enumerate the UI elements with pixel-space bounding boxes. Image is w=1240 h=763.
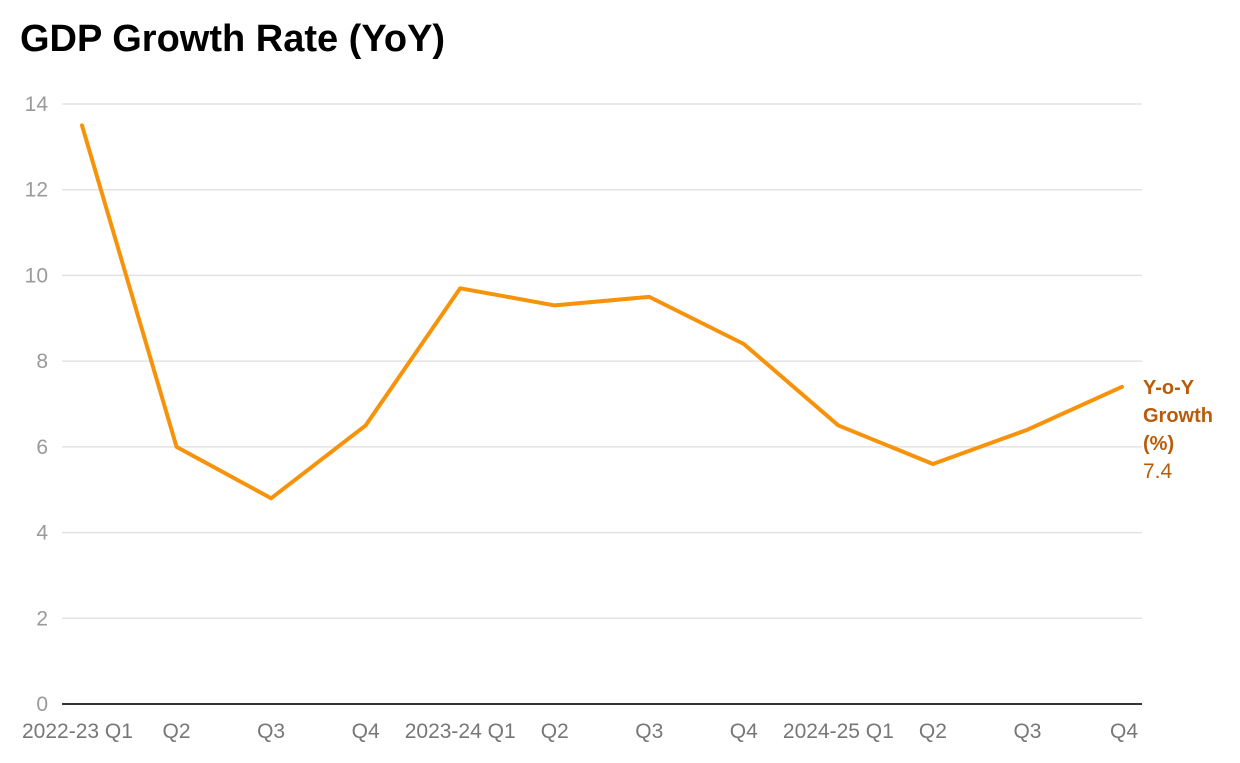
y-tick-label: 2 — [36, 607, 48, 630]
series-end-value: 7.4 — [1143, 460, 1173, 483]
series-name-label: Y-o-Y Growth (%) — [1143, 377, 1213, 455]
x-tick-label: Q4 — [1110, 720, 1138, 743]
y-tick-label: 8 — [36, 350, 48, 373]
x-tick-label: Q2 — [541, 720, 569, 743]
y-tick-label: 0 — [36, 693, 48, 716]
y-tick-label: 10 — [25, 264, 48, 287]
y-tick-label: 4 — [36, 522, 48, 545]
x-tick-label: Q4 — [730, 720, 758, 743]
x-tick-label: 2023-24 Q1 — [405, 720, 516, 743]
series-name-line: Growth — [1143, 405, 1213, 427]
x-tick-label: 2024-25 Q1 — [783, 720, 894, 743]
chart-title: GDP Growth Rate (YoY) — [20, 18, 446, 60]
series-name-line: Y-o-Y — [1143, 377, 1195, 399]
x-tick-label: Q2 — [919, 720, 947, 743]
series-line — [80, 123, 1124, 501]
y-tick-label: 6 — [36, 436, 48, 459]
y-tick-label: 14 — [25, 93, 49, 116]
x-tick-label: Q3 — [257, 720, 285, 743]
x-tick-label: Q4 — [352, 720, 380, 743]
y-tick-label: 12 — [25, 179, 48, 202]
x-tick-label: Q2 — [163, 720, 191, 743]
x-tick-label: Q3 — [635, 720, 663, 743]
series-name-line: (%) — [1143, 433, 1174, 455]
x-tick-label: 2022-23 Q1 — [22, 720, 133, 743]
x-tick-label: Q3 — [1013, 720, 1041, 743]
